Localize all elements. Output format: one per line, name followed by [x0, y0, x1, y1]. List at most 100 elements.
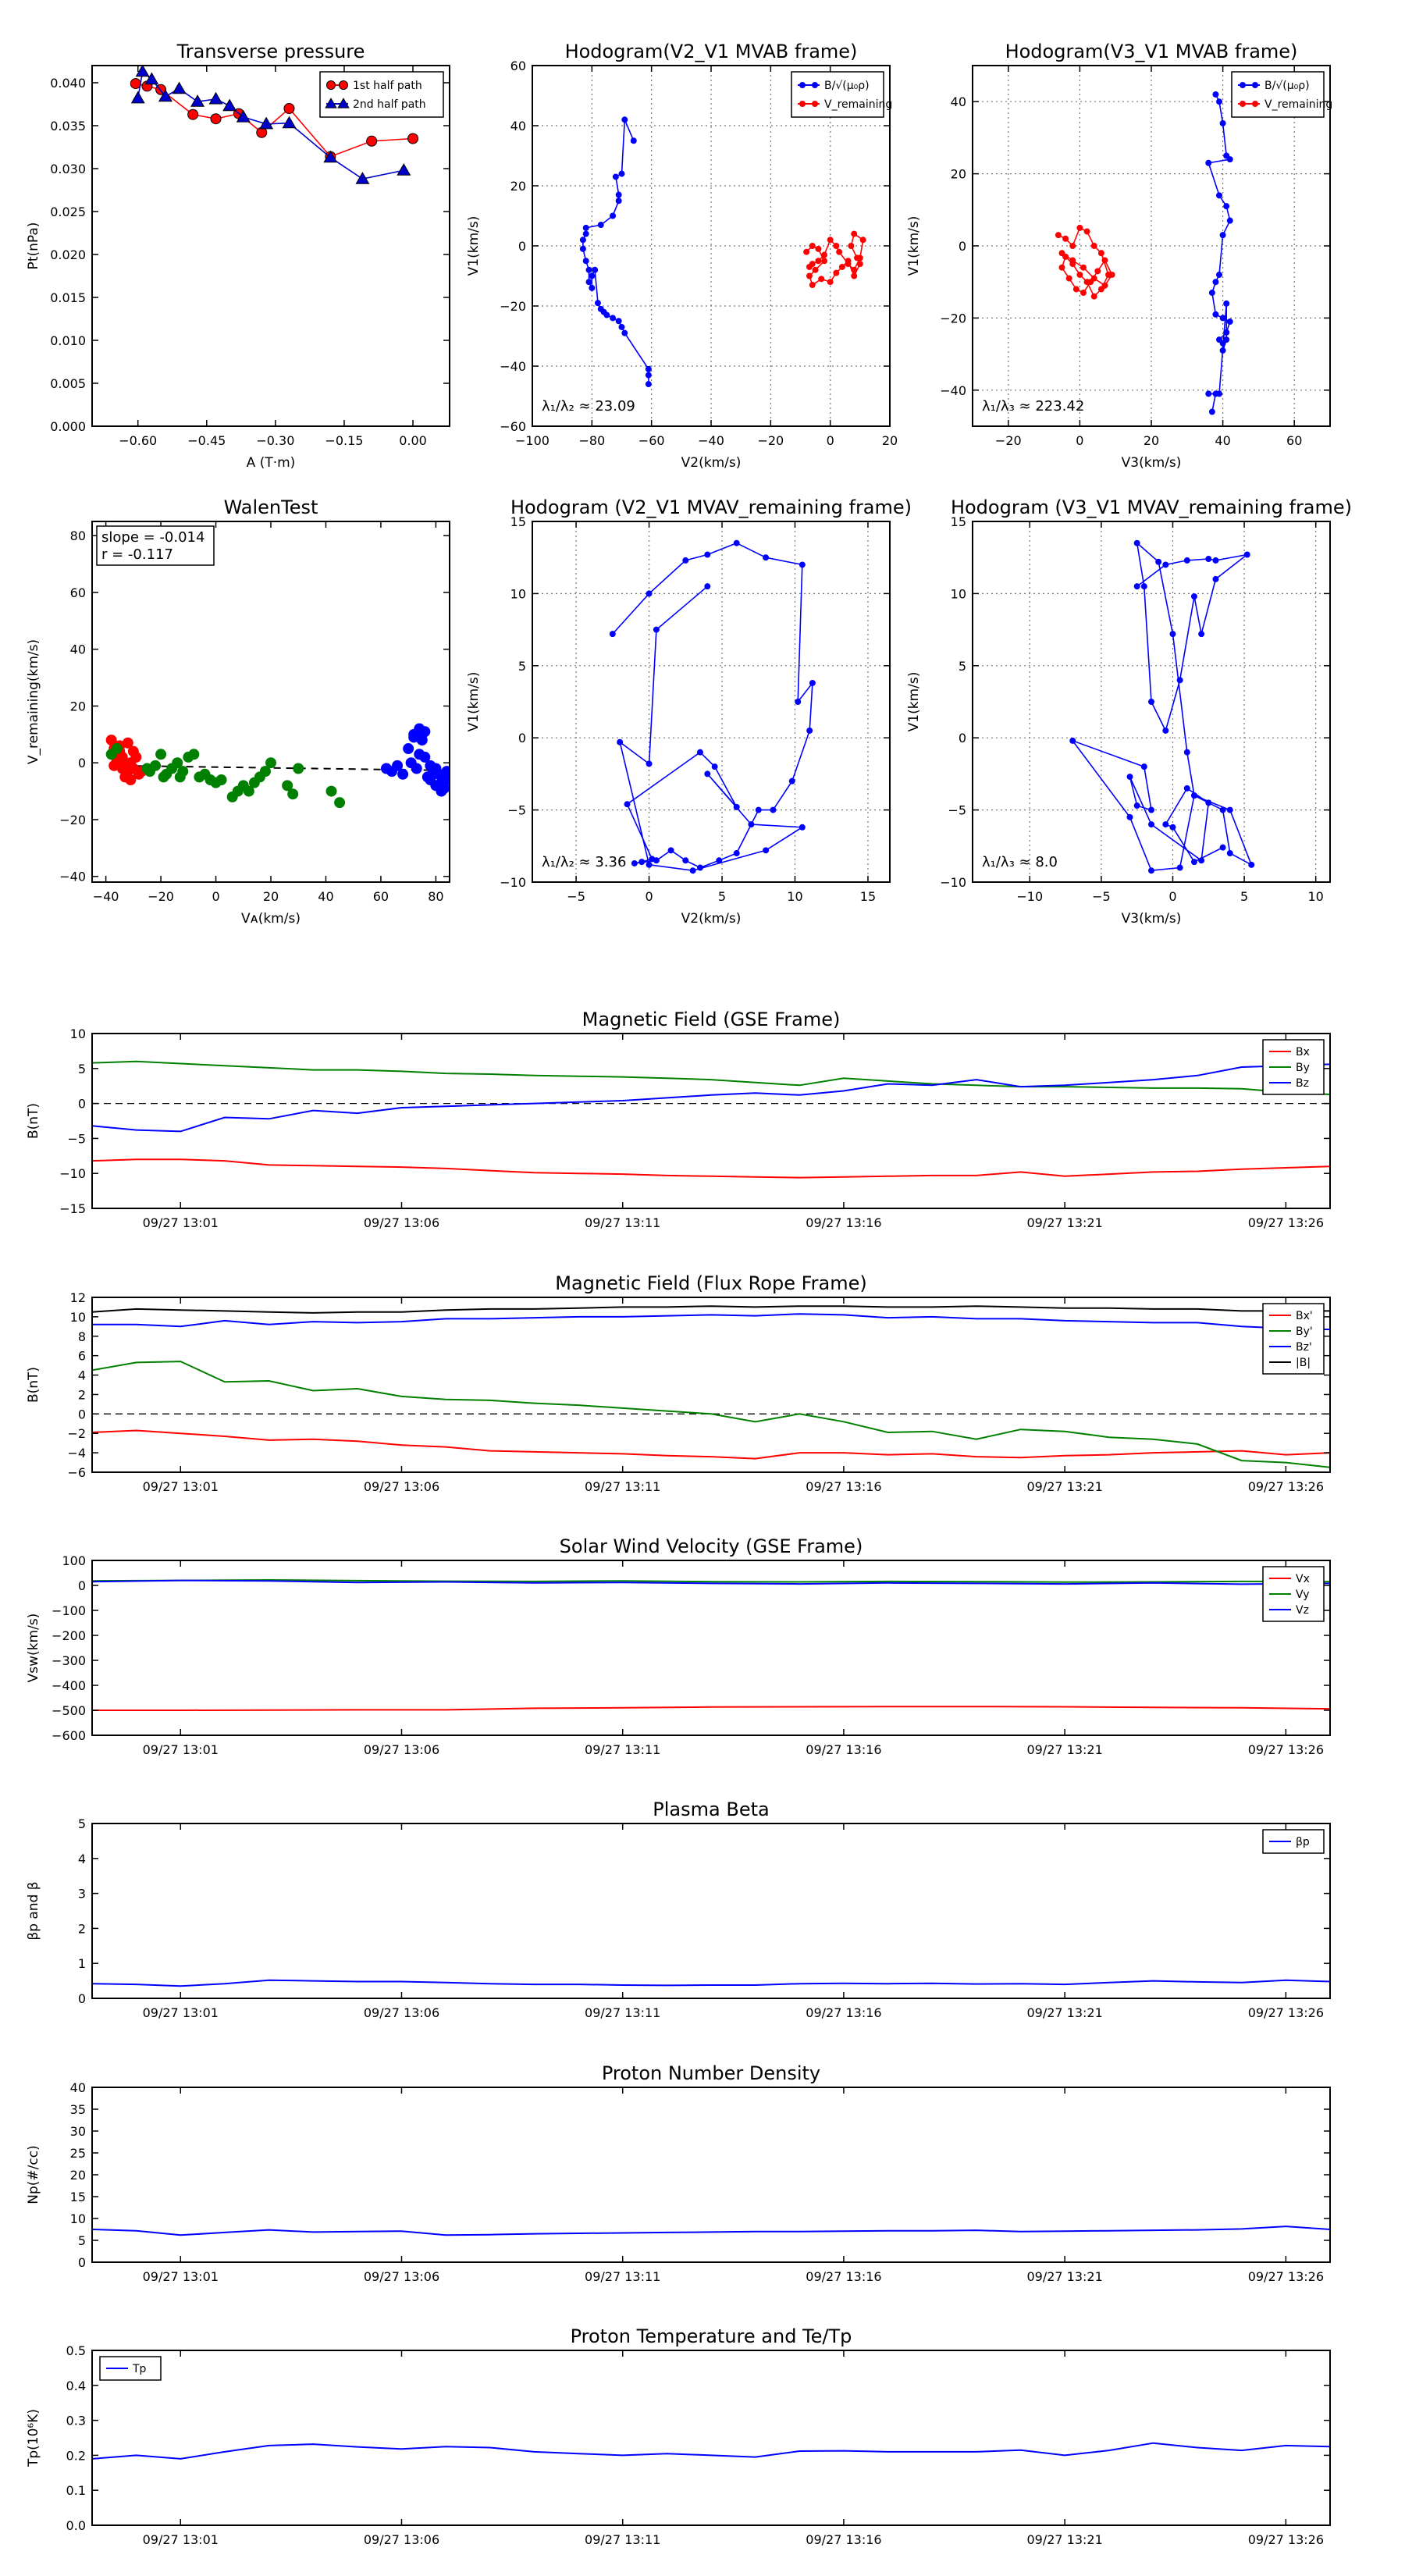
data-point — [111, 743, 123, 755]
chart-np: 09/27 13:01 09/27 13:06 09/27 13:11 09/27 1… — [26, 2062, 1331, 2284]
data-point — [282, 116, 297, 129]
plot-series — [92, 2442, 1330, 2460]
data-point — [366, 135, 378, 147]
legend-label: βp — [1296, 1836, 1310, 1848]
data-point — [1243, 551, 1250, 558]
legend-marker — [1252, 101, 1258, 107]
data-point — [144, 72, 159, 85]
x-tick-label: 09/27 13:26 — [1248, 1742, 1324, 1757]
legend-marker — [337, 98, 350, 109]
data-point — [851, 272, 858, 279]
x-tick-label: 09/27 13:16 — [806, 1479, 881, 1494]
data-point — [582, 258, 589, 265]
x-tick-label: 09/27 13:06 — [364, 2532, 439, 2547]
y-tick-label: 0 — [78, 2255, 86, 2270]
data-point — [1205, 799, 1212, 806]
y-tick-label: 15 — [70, 2190, 86, 2204]
x-tick-label: 09/27 13:26 — [1248, 2532, 1324, 2547]
data-point — [144, 766, 155, 777]
x-tick-label: 09/27 13:06 — [364, 1479, 439, 1494]
data-point — [795, 699, 802, 705]
legend-item: 2nd half path — [325, 98, 426, 111]
x-axis-label: Vᴀ(km/s) — [241, 911, 301, 927]
y-tick-label: 0.1 — [66, 2483, 86, 2498]
data-point — [821, 258, 828, 265]
data-point — [1055, 232, 1062, 239]
data-point — [612, 173, 619, 180]
legend-marker — [1240, 101, 1246, 107]
x-tick-label: 09/27 13:11 — [585, 1215, 660, 1230]
y-tick-label: −5 — [948, 803, 966, 818]
legend-item: V_remaining — [798, 98, 892, 111]
y-tick-label: 0.4 — [66, 2379, 86, 2393]
x-tick-label: −0.45 — [187, 433, 226, 448]
data-point — [851, 266, 858, 273]
data-point — [1065, 275, 1072, 282]
y-axis-label: Vsw(km/s) — [26, 1614, 41, 1683]
x-tick-label: 09/27 13:06 — [364, 1215, 439, 1230]
data-point — [645, 372, 652, 379]
y-tick-label: 5 — [959, 659, 966, 674]
plot-series — [92, 1305, 1330, 1468]
x-tick-label: 09/27 13:01 — [143, 1479, 219, 1494]
y-tick-label: 12 — [70, 1290, 86, 1305]
y-tick-label: 10 — [70, 2211, 86, 2226]
data-point — [1097, 250, 1104, 257]
data-point — [733, 803, 740, 810]
y-tick-label: 0.025 — [50, 205, 86, 219]
chart-h1: −100 −80 −60 −40 −20 0 20 −60 −40 −20 0 20 40 60 Hodog… — [466, 41, 898, 471]
x-tick-label: −20 — [757, 433, 784, 448]
data-point — [1148, 699, 1154, 705]
data-point — [1205, 390, 1212, 397]
y-tick-label: 6 — [78, 1349, 86, 1364]
legend-label: 1st half path — [353, 80, 422, 92]
legend-item: By' — [1269, 1325, 1313, 1338]
annotation-line: slope = -0.014 — [101, 529, 205, 546]
legend-marker — [799, 101, 806, 107]
series-line — [92, 1158, 1330, 1179]
plot-area — [92, 1034, 1330, 1208]
data-point — [624, 801, 631, 808]
data-point — [1212, 575, 1219, 582]
data-point — [1126, 774, 1133, 781]
chart-title: Plasma Beta — [653, 1799, 769, 1820]
y-axis-label: V1(km/s) — [466, 672, 482, 732]
data-point — [1205, 159, 1212, 166]
y-tick-label: 20 — [70, 2168, 86, 2183]
series-0 — [92, 1706, 1330, 1711]
y-tick-label: −60 — [500, 419, 526, 434]
plot-series — [130, 66, 419, 184]
data-point — [1212, 557, 1219, 564]
plot-series — [105, 723, 450, 809]
x-tick-label: 20 — [263, 889, 279, 904]
series-0 — [92, 1429, 1330, 1460]
data-point — [403, 743, 414, 755]
y-tick-label: −40 — [940, 383, 966, 398]
legend-label: By — [1296, 1062, 1310, 1074]
plot-area — [92, 2350, 1330, 2525]
data-point — [1148, 821, 1154, 828]
legend-label: Vy — [1296, 1589, 1310, 1601]
data-point — [441, 766, 450, 777]
data-point — [809, 243, 816, 249]
y-tick-label: 10 — [70, 1026, 86, 1041]
y-tick-label: 40 — [951, 94, 966, 109]
data-point — [1108, 271, 1115, 278]
data-point — [334, 797, 346, 809]
data-point — [821, 251, 828, 258]
y-tick-label: −6 — [67, 1465, 86, 1480]
data-point — [631, 859, 638, 866]
annotation-box — [96, 525, 215, 566]
y-tick-label: −10 — [500, 875, 526, 890]
x-tick-label: 09/27 13:01 — [143, 1742, 219, 1757]
x-tick-label: 15 — [860, 889, 876, 904]
series-line — [92, 1361, 1330, 1468]
data-point — [615, 191, 622, 198]
data-point — [806, 263, 813, 270]
legend-marker — [326, 80, 336, 90]
y-tick-label: −600 — [52, 1728, 86, 1743]
y-tick-label: −10 — [59, 1166, 86, 1181]
y-tick-label: −20 — [59, 813, 86, 827]
series-2 — [92, 1063, 1330, 1133]
